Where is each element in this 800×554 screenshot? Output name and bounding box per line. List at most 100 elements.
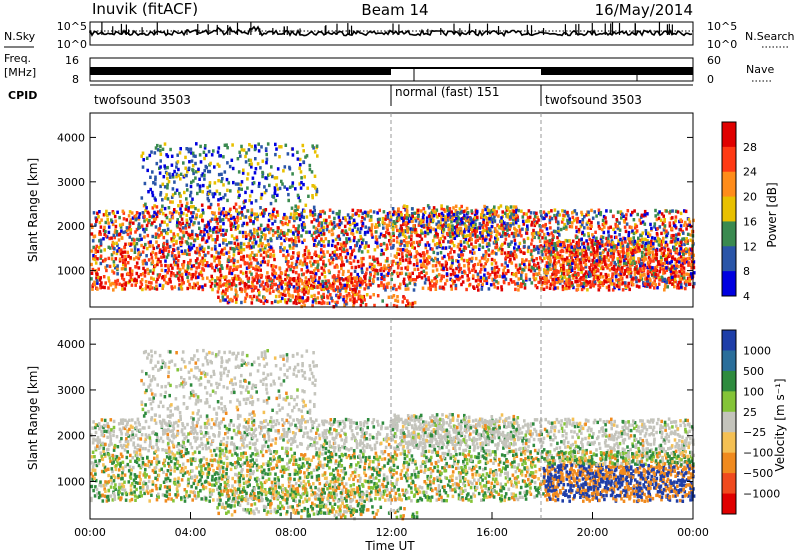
power-cell [367, 226, 371, 230]
power-cell [461, 270, 464, 275]
power-cell [209, 228, 212, 233]
power-cell [222, 298, 225, 302]
power-cell [221, 218, 225, 222]
power-cell [138, 212, 142, 216]
power-cell [571, 215, 575, 220]
power-cell [486, 222, 489, 226]
power-cell [228, 255, 231, 259]
power-cell [373, 248, 377, 252]
power-cell [222, 241, 225, 245]
power-cell [474, 239, 478, 243]
power-cell [574, 260, 578, 264]
power-cell [652, 246, 655, 251]
power-cell [449, 266, 452, 270]
power-cell [320, 243, 323, 248]
power-cell [539, 276, 542, 280]
power-cell [99, 276, 102, 280]
power-cell [556, 220, 560, 224]
power-cell [299, 278, 302, 283]
power-cell [586, 288, 589, 292]
power-cell [460, 253, 463, 257]
power-cell [169, 175, 172, 179]
power-cell [406, 265, 410, 269]
power-cell [448, 245, 451, 249]
power-cell [493, 285, 497, 289]
power-cell [185, 173, 188, 178]
power-cell [364, 276, 367, 280]
power-cell [237, 189, 240, 194]
power-cell [253, 237, 256, 242]
power-cell [109, 246, 112, 250]
power-cell [202, 268, 206, 272]
power-cell [435, 208, 439, 212]
power-cell [639, 263, 642, 268]
power-cell [236, 274, 240, 279]
power-cell [565, 279, 568, 283]
power-cell [441, 218, 445, 222]
power-cell [465, 206, 469, 211]
power-cell [350, 231, 353, 235]
power-cell [433, 210, 437, 214]
power-cell [584, 249, 588, 254]
power-cell [300, 176, 303, 180]
power-cell [344, 229, 348, 233]
power-cell [318, 276, 321, 280]
power-cell [447, 240, 450, 244]
power-cell [181, 278, 184, 282]
power-cell [482, 213, 486, 218]
power-cell [228, 284, 231, 288]
power-cell [506, 213, 509, 218]
power-cell [396, 266, 400, 270]
power-cell [634, 241, 637, 245]
power-cell [405, 227, 409, 231]
power-cell [685, 227, 688, 231]
power-cell [296, 157, 300, 161]
power-cell [665, 229, 668, 233]
power-cell [429, 229, 432, 233]
power-cell [207, 245, 210, 250]
power-cell [300, 211, 304, 215]
power-cell [346, 280, 349, 284]
power-cell [256, 261, 259, 265]
power-cell [297, 254, 300, 258]
power-cell [220, 250, 223, 254]
power-cell [250, 213, 253, 217]
power-cell [213, 192, 217, 196]
power-cell [440, 274, 444, 278]
power-cell [479, 279, 482, 283]
power-cell [582, 284, 585, 289]
power-cell [449, 284, 453, 288]
power-cell [411, 207, 414, 211]
power-cell [186, 170, 189, 174]
power-cell [411, 271, 414, 275]
power-cell [591, 243, 594, 248]
power-cell [482, 218, 485, 222]
power-cell [455, 266, 458, 271]
power-cell [584, 258, 588, 263]
power-cell [410, 212, 414, 216]
power-cell [150, 281, 153, 285]
power-cell [302, 288, 306, 292]
power-cell [339, 292, 342, 297]
power-cell [474, 269, 477, 274]
power-cell [176, 271, 179, 275]
power-cell [271, 222, 274, 226]
power-cell [280, 282, 283, 286]
power-cell [285, 237, 288, 241]
power-cell [130, 278, 134, 282]
power-cell [212, 194, 215, 199]
power-cell [192, 264, 196, 268]
power-cell [201, 172, 205, 176]
power-cell [413, 211, 416, 215]
power-cell [286, 283, 290, 287]
power-cell [132, 221, 135, 225]
power-cell [267, 173, 270, 177]
power-cell [595, 241, 599, 246]
power-cell [167, 206, 171, 210]
power-cell [679, 228, 683, 232]
power-cell [416, 275, 419, 279]
power-cell [569, 251, 572, 255]
power-cell [156, 210, 160, 214]
power-cell [514, 205, 518, 209]
power-cell [221, 228, 225, 232]
